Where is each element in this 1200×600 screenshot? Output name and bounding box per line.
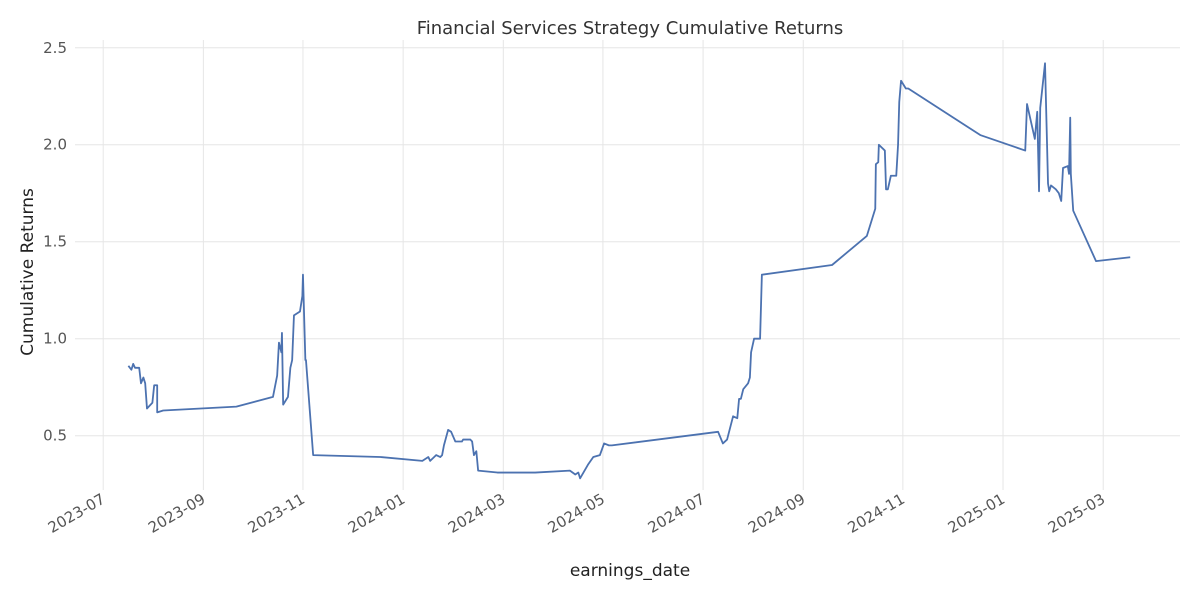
y-tick-label: 2.5: [43, 39, 67, 57]
x-tick-label: 2024-07: [645, 490, 708, 537]
x-tick-label: 2024-03: [445, 490, 508, 537]
x-tick-label: 2023-09: [145, 490, 208, 537]
y-tick-label: 1.5: [43, 233, 67, 251]
y-tick-label: 2.0: [43, 136, 67, 154]
y-tick-label: 0.5: [43, 427, 67, 445]
x-tick-label: 2024-01: [345, 490, 408, 537]
x-tick-label: 2023-11: [245, 490, 308, 537]
x-tick-label: 2024-05: [545, 490, 608, 537]
x-tick-label: 2025-03: [1045, 490, 1108, 537]
line-series: [127, 62, 1131, 480]
y-axis-label: Cumulative Returns: [18, 188, 38, 356]
x-axis-label: earnings_date: [570, 561, 690, 581]
x-tick-label: 2024-11: [845, 490, 908, 537]
x-tick-label: 2024-09: [745, 490, 808, 537]
chart-title: Financial Services Strategy Cumulative R…: [417, 18, 844, 39]
x-tick-label: 2025-01: [945, 490, 1008, 537]
y-tick-label: 1.0: [43, 330, 67, 348]
x-tick-label: 2023-07: [45, 490, 108, 537]
